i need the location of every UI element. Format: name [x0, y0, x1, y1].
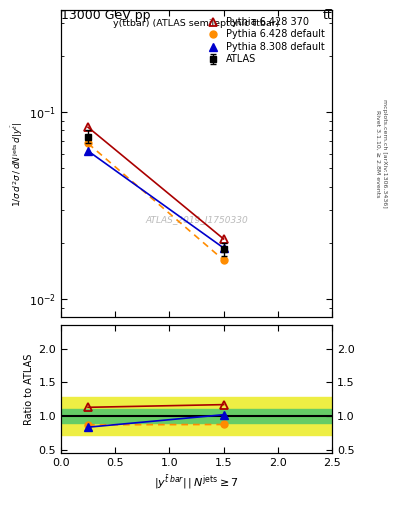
- Pythia 6.428 370: [221, 236, 226, 242]
- X-axis label: $|y^{\bar{t}\,bar}|\,|\,N^\mathrm{jets} \geq 7$: $|y^{\bar{t}\,bar}|\,|\,N^\mathrm{jets} …: [154, 474, 239, 491]
- Y-axis label: $1/\sigma\,d^2\sigma\,/\,dN^\mathrm{jets}\,d|y^{\bar{t}}|$: $1/\sigma\,d^2\sigma\,/\,dN^\mathrm{jets…: [9, 121, 25, 207]
- Legend: Pythia 6.428 370, Pythia 6.428 default, Pythia 8.308 default, ATLAS: Pythia 6.428 370, Pythia 6.428 default, …: [202, 15, 327, 66]
- Bar: [61, 409, 332, 423]
- Pythia 8.308 default: [221, 245, 226, 251]
- Pythia 6.428 default: [221, 257, 226, 263]
- Text: mcplots.cern.ch [arXiv:1306.3436]: mcplots.cern.ch [arXiv:1306.3436]: [382, 99, 387, 208]
- Bar: [61, 397, 332, 435]
- Text: y(t̅tbar) (ATLAS semileptonic t̅tbar): y(t̅tbar) (ATLAS semileptonic t̅tbar): [113, 19, 280, 29]
- Text: tt̅: tt̅: [322, 9, 332, 22]
- Line: Pythia 8.308 default: Pythia 8.308 default: [84, 147, 228, 252]
- Text: 13000 GeV pp: 13000 GeV pp: [61, 9, 151, 22]
- Pythia 6.428 370: [86, 124, 90, 131]
- Line: Pythia 6.428 370: Pythia 6.428 370: [84, 123, 228, 243]
- Line: Pythia 6.428 default: Pythia 6.428 default: [84, 140, 227, 264]
- Text: ATLAS_2019_I1750330: ATLAS_2019_I1750330: [145, 215, 248, 224]
- Pythia 8.308 default: [86, 148, 90, 154]
- Y-axis label: Ratio to ATLAS: Ratio to ATLAS: [24, 353, 34, 425]
- Pythia 6.428 default: [86, 140, 90, 146]
- Text: Rivet 3.1.10, ≥ 2.8M events: Rivet 3.1.10, ≥ 2.8M events: [376, 110, 380, 197]
